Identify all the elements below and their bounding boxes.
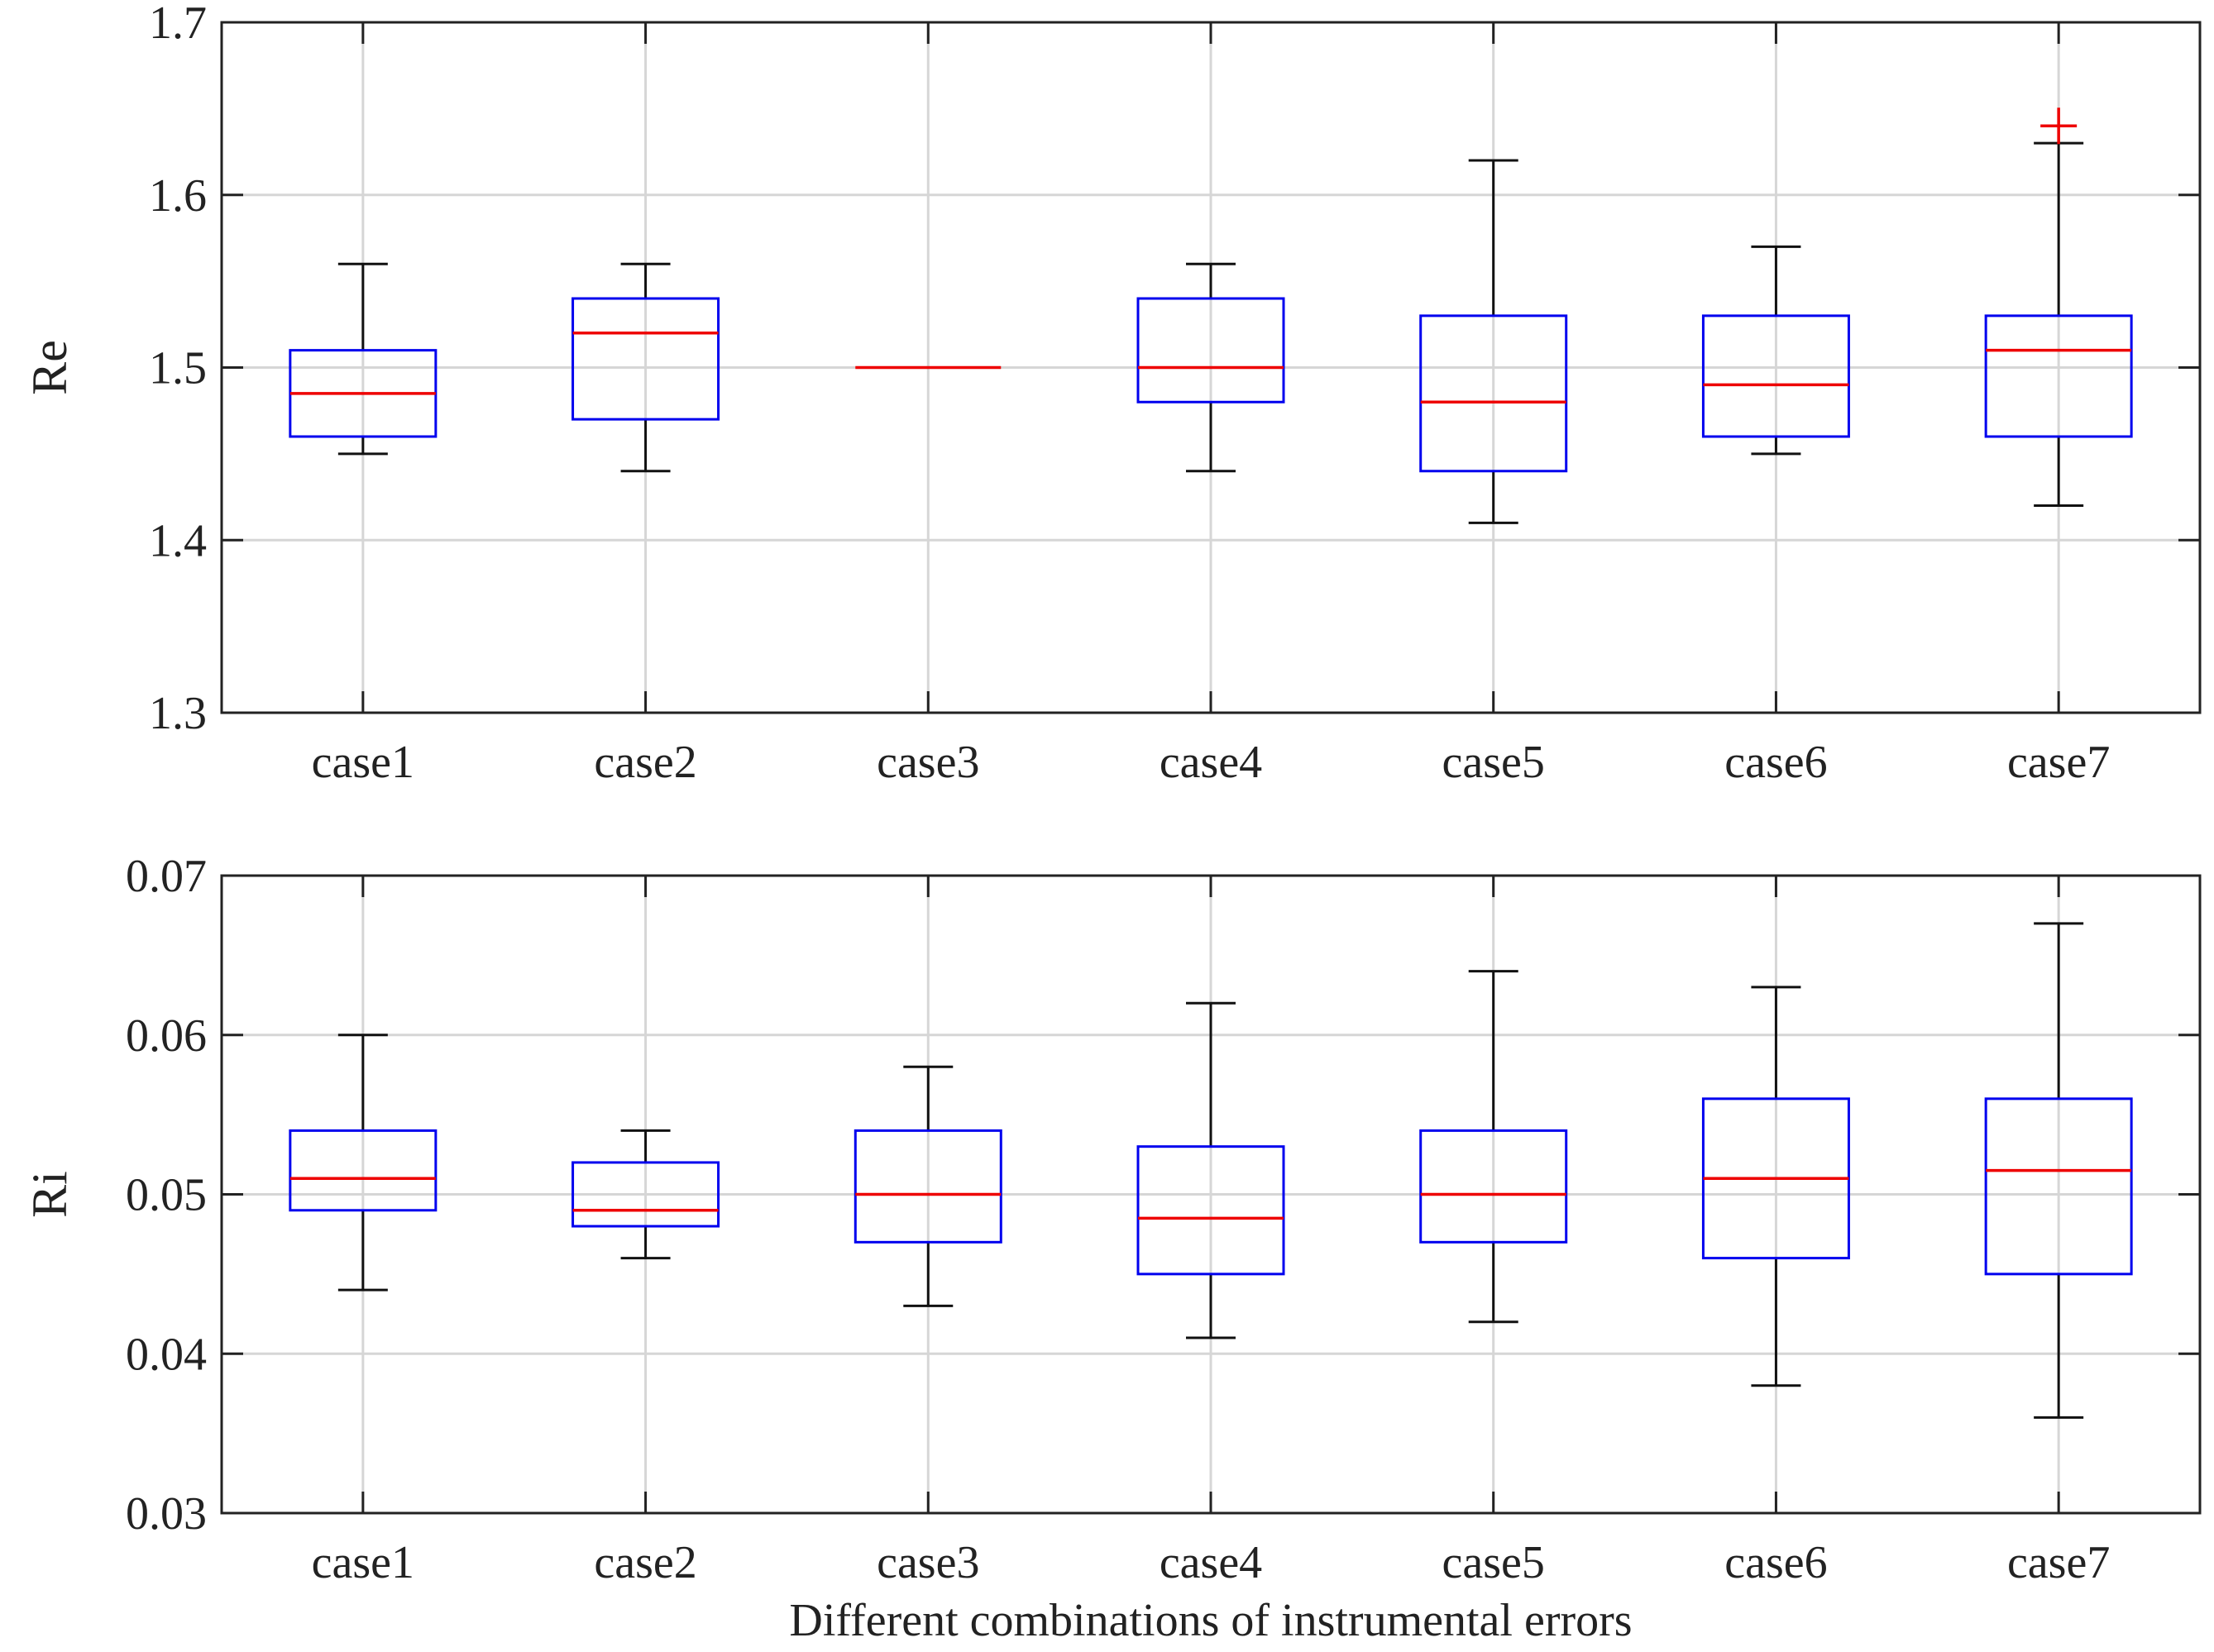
box-case6 <box>1701 245 1850 456</box>
iqr-box <box>289 1129 438 1212</box>
y-axis-title: Re <box>22 340 77 395</box>
re-boxplot-panel: 1.3 1.4 1.5 1.6 1.7 case1 case2 case3 case4 case5… <box>22 0 2202 788</box>
y-tick-label: 1.7 <box>149 0 207 49</box>
x-tick-label: case3 <box>877 737 979 788</box>
iqr-box <box>1136 297 1285 403</box>
box-case4 <box>1136 262 1285 473</box>
box-case1 <box>289 1034 438 1292</box>
iqr-box <box>1419 1129 1568 1244</box>
y-tick-label: 0.03 <box>126 1488 207 1540</box>
x-tick-label: case7 <box>2007 1537 2110 1588</box>
iqr-box <box>1984 314 2133 438</box>
x-tick-label: case5 <box>1442 737 1545 788</box>
y-tick-label: 1.4 <box>149 515 207 566</box>
x-tick-label: case3 <box>877 1537 979 1588</box>
x-tick-label: case6 <box>1724 1537 1827 1588</box>
x-tick-label: case7 <box>2007 737 2110 788</box>
iqr-box <box>1984 1097 2133 1276</box>
x-axis-title: Different combinations of instrumental e… <box>789 1595 1632 1646</box>
y-tick-label: 1.3 <box>149 688 207 739</box>
x-tick-label: case2 <box>594 737 696 788</box>
box-case5 <box>1419 159 1568 524</box>
y-tick-label: 1.5 <box>149 343 207 394</box>
box-case2 <box>571 262 720 473</box>
iqr-box <box>854 1129 1002 1244</box>
outlier-marker <box>2040 107 2078 145</box>
box-case7 <box>1984 107 2133 507</box>
iqr-box <box>571 297 720 421</box>
y-tick-label: 0.04 <box>126 1329 207 1380</box>
y-tick-label: 0.06 <box>126 1010 207 1062</box>
iqr-box <box>1701 314 1850 438</box>
y-tick-label: 0.07 <box>126 851 207 902</box>
y-tick-label: 1.6 <box>149 170 207 222</box>
box-case3 <box>854 1065 1002 1307</box>
iqr-box <box>571 1161 720 1228</box>
x-tick-label: case2 <box>594 1537 696 1588</box>
x-tick-label: case4 <box>1160 737 1262 788</box>
x-tick-label: case4 <box>1160 1537 1262 1588</box>
x-tick-label: case5 <box>1442 1537 1545 1588</box>
y-tick-label: 0.05 <box>126 1170 207 1221</box>
box-case2 <box>571 1129 720 1260</box>
box-case1 <box>289 262 438 456</box>
box-case7 <box>1984 922 2133 1419</box>
iqr-box <box>1136 1145 1285 1276</box>
box-case5 <box>1419 970 1568 1324</box>
x-tick-label: case1 <box>312 737 414 788</box>
iqr-box <box>1419 314 1568 473</box>
x-tick-label: case1 <box>312 1537 414 1588</box>
box-case4 <box>1136 1001 1285 1339</box>
x-tick-label: case6 <box>1724 737 1827 788</box>
y-axis-title: Ri <box>22 1171 77 1218</box>
box-case6 <box>1701 986 1850 1387</box>
ri-boxplot-panel: 0.03 0.04 0.05 0.06 0.07 case1 case2 case3 case4… <box>22 851 2202 1646</box>
